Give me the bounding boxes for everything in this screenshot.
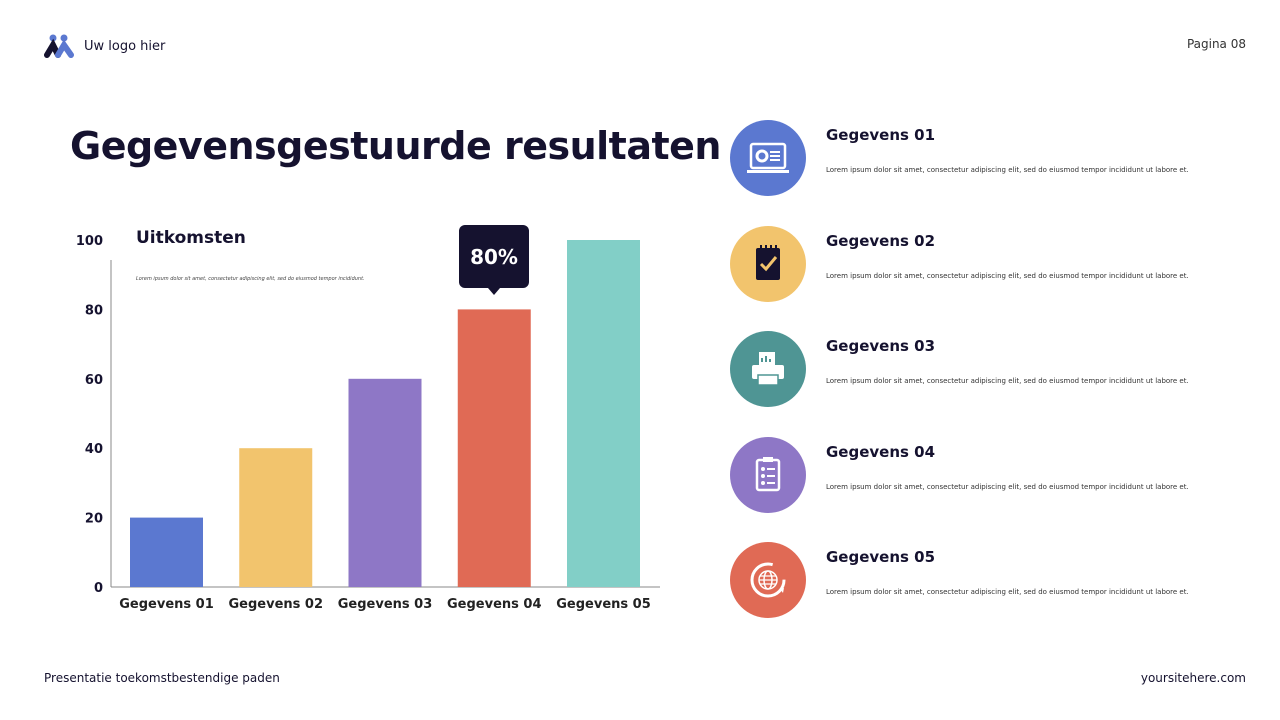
logo: Uw logo hier [44,34,165,58]
y-tick-label: 0 [94,581,103,596]
data-item-2: Gegevens 02 Lorem ipsum dolor sit amet, c… [730,225,1250,306]
data-item-4: Gegevens 04 Lorem ipsum dolor sit amet, c… [730,436,1250,517]
x-tick-label: Gegevens 01 [119,597,214,612]
bar-tooltip: 80% [459,225,529,295]
item-description: Lorem ipsum dolor sit amet, consectetur … [826,482,1189,491]
chart-title: Uitkomsten [136,228,246,248]
clipboard-checklist-icon [730,436,806,513]
laptop-chart-icon [730,120,806,196]
y-tick-label: 100 [76,234,103,249]
logo-icon [44,34,74,58]
printer-icon [730,331,806,407]
item-description: Lorem ipsum dolor sit amet, consectetur … [826,166,1189,174]
bar-5 [567,240,640,587]
item-description: Lorem ipsum dolor sit amet, consectetur … [826,377,1189,385]
y-tick-label: 60 [85,373,103,388]
y-tick-label: 40 [85,442,103,457]
notepad-check-icon [730,225,806,302]
item-description: Lorem ipsum dolor sit amet, consectetur … [826,588,1189,596]
item-title: Gegevens 03 [826,337,936,355]
page-title: Gegevensgestuurde resultaten [70,124,721,168]
x-tick-label: Gegevens 05 [556,597,651,612]
item-title: Gegevens 04 [826,442,936,461]
logo-text: Uw logo hier [84,38,166,54]
bar-1 [130,517,203,587]
item-title: Gegevens 02 [826,231,936,250]
x-tick-label: Gegevens 04 [447,597,542,612]
footer-presentation-title: Presentatie toekomstbestendige paden [44,671,280,685]
y-tick-label: 20 [85,512,103,527]
y-tick-label: 80 [85,303,103,318]
item-description: Lorem ipsum dolor sit amet, consectetur … [826,271,1189,280]
chart-subtitle: Lorem ipsum dolor sit amet, consectetur … [136,276,365,282]
bar-chart: 0 20 40 60 80 100 Gegevens 01 Gegevens 02 Gegeve… [76,234,660,612]
item-title: Gegevens 01 [826,126,936,144]
globe-refresh-icon [730,542,806,618]
x-tick-label: Gegevens 03 [338,597,433,612]
footer-website[interactable]: yoursitehere.com [1140,671,1246,685]
data-item-5: Gegevens 05 Lorem ipsum dolor sit amet, c… [730,542,1250,622]
page-number: Pagina 08 [1186,37,1246,51]
bar-4 [457,309,531,587]
data-item-3: Gegevens 03 Lorem ipsum dolor sit amet, c… [730,331,1250,411]
bar-3 [348,378,422,587]
data-item-1: Gegevens 01 Lorem ipsum dolor sit amet, c… [730,120,1250,200]
bar-2 [239,448,313,587]
item-title: Gegevens 05 [826,548,936,566]
x-tick-label: Gegevens 02 [228,597,323,612]
